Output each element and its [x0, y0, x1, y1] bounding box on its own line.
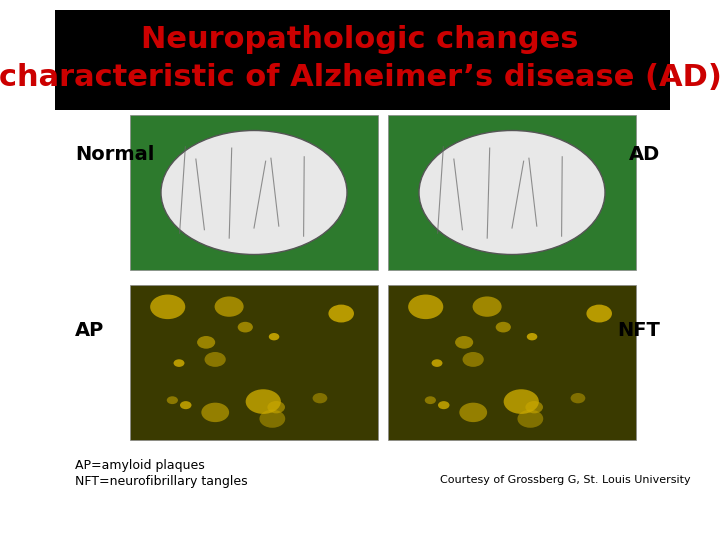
- Text: AD: AD: [629, 145, 660, 165]
- Ellipse shape: [202, 403, 229, 422]
- Text: NFT: NFT: [617, 321, 660, 340]
- Ellipse shape: [462, 352, 484, 367]
- Bar: [388, 285, 636, 440]
- Ellipse shape: [459, 403, 487, 422]
- Ellipse shape: [527, 333, 537, 340]
- Ellipse shape: [570, 393, 585, 403]
- Ellipse shape: [267, 401, 285, 413]
- Text: AP=amyloid plaques: AP=amyloid plaques: [75, 458, 204, 471]
- Ellipse shape: [419, 131, 605, 254]
- Ellipse shape: [495, 322, 511, 333]
- Bar: [130, 115, 378, 270]
- Ellipse shape: [504, 389, 539, 414]
- Text: NFT=neurofibrillary tangles: NFT=neurofibrillary tangles: [75, 476, 248, 489]
- Ellipse shape: [167, 396, 178, 404]
- Text: AP: AP: [75, 321, 104, 340]
- Bar: [388, 115, 636, 270]
- Ellipse shape: [455, 336, 473, 349]
- Ellipse shape: [174, 359, 184, 367]
- Ellipse shape: [518, 410, 543, 428]
- Ellipse shape: [150, 294, 185, 319]
- Text: characteristic of Alzheimer’s disease (AD): characteristic of Alzheimer’s disease (A…: [0, 64, 720, 92]
- Text: Normal: Normal: [75, 145, 154, 165]
- Ellipse shape: [328, 305, 354, 322]
- Ellipse shape: [526, 401, 543, 413]
- Ellipse shape: [161, 131, 347, 254]
- Ellipse shape: [431, 359, 443, 367]
- Ellipse shape: [197, 336, 215, 349]
- Ellipse shape: [408, 294, 444, 319]
- Text: Courtesy of Grossberg G, St. Louis University: Courtesy of Grossberg G, St. Louis Unive…: [440, 475, 690, 485]
- Ellipse shape: [215, 296, 243, 317]
- Ellipse shape: [204, 352, 226, 367]
- Bar: [130, 285, 378, 440]
- Ellipse shape: [472, 296, 502, 317]
- Ellipse shape: [586, 305, 612, 322]
- Ellipse shape: [238, 322, 253, 333]
- Ellipse shape: [269, 333, 279, 340]
- Text: Neuropathologic changes: Neuropathologic changes: [141, 25, 579, 55]
- Ellipse shape: [312, 393, 328, 403]
- Ellipse shape: [180, 401, 192, 409]
- Bar: [55, 10, 670, 110]
- Ellipse shape: [259, 410, 285, 428]
- Ellipse shape: [425, 396, 436, 404]
- Ellipse shape: [438, 401, 449, 409]
- Ellipse shape: [246, 389, 281, 414]
